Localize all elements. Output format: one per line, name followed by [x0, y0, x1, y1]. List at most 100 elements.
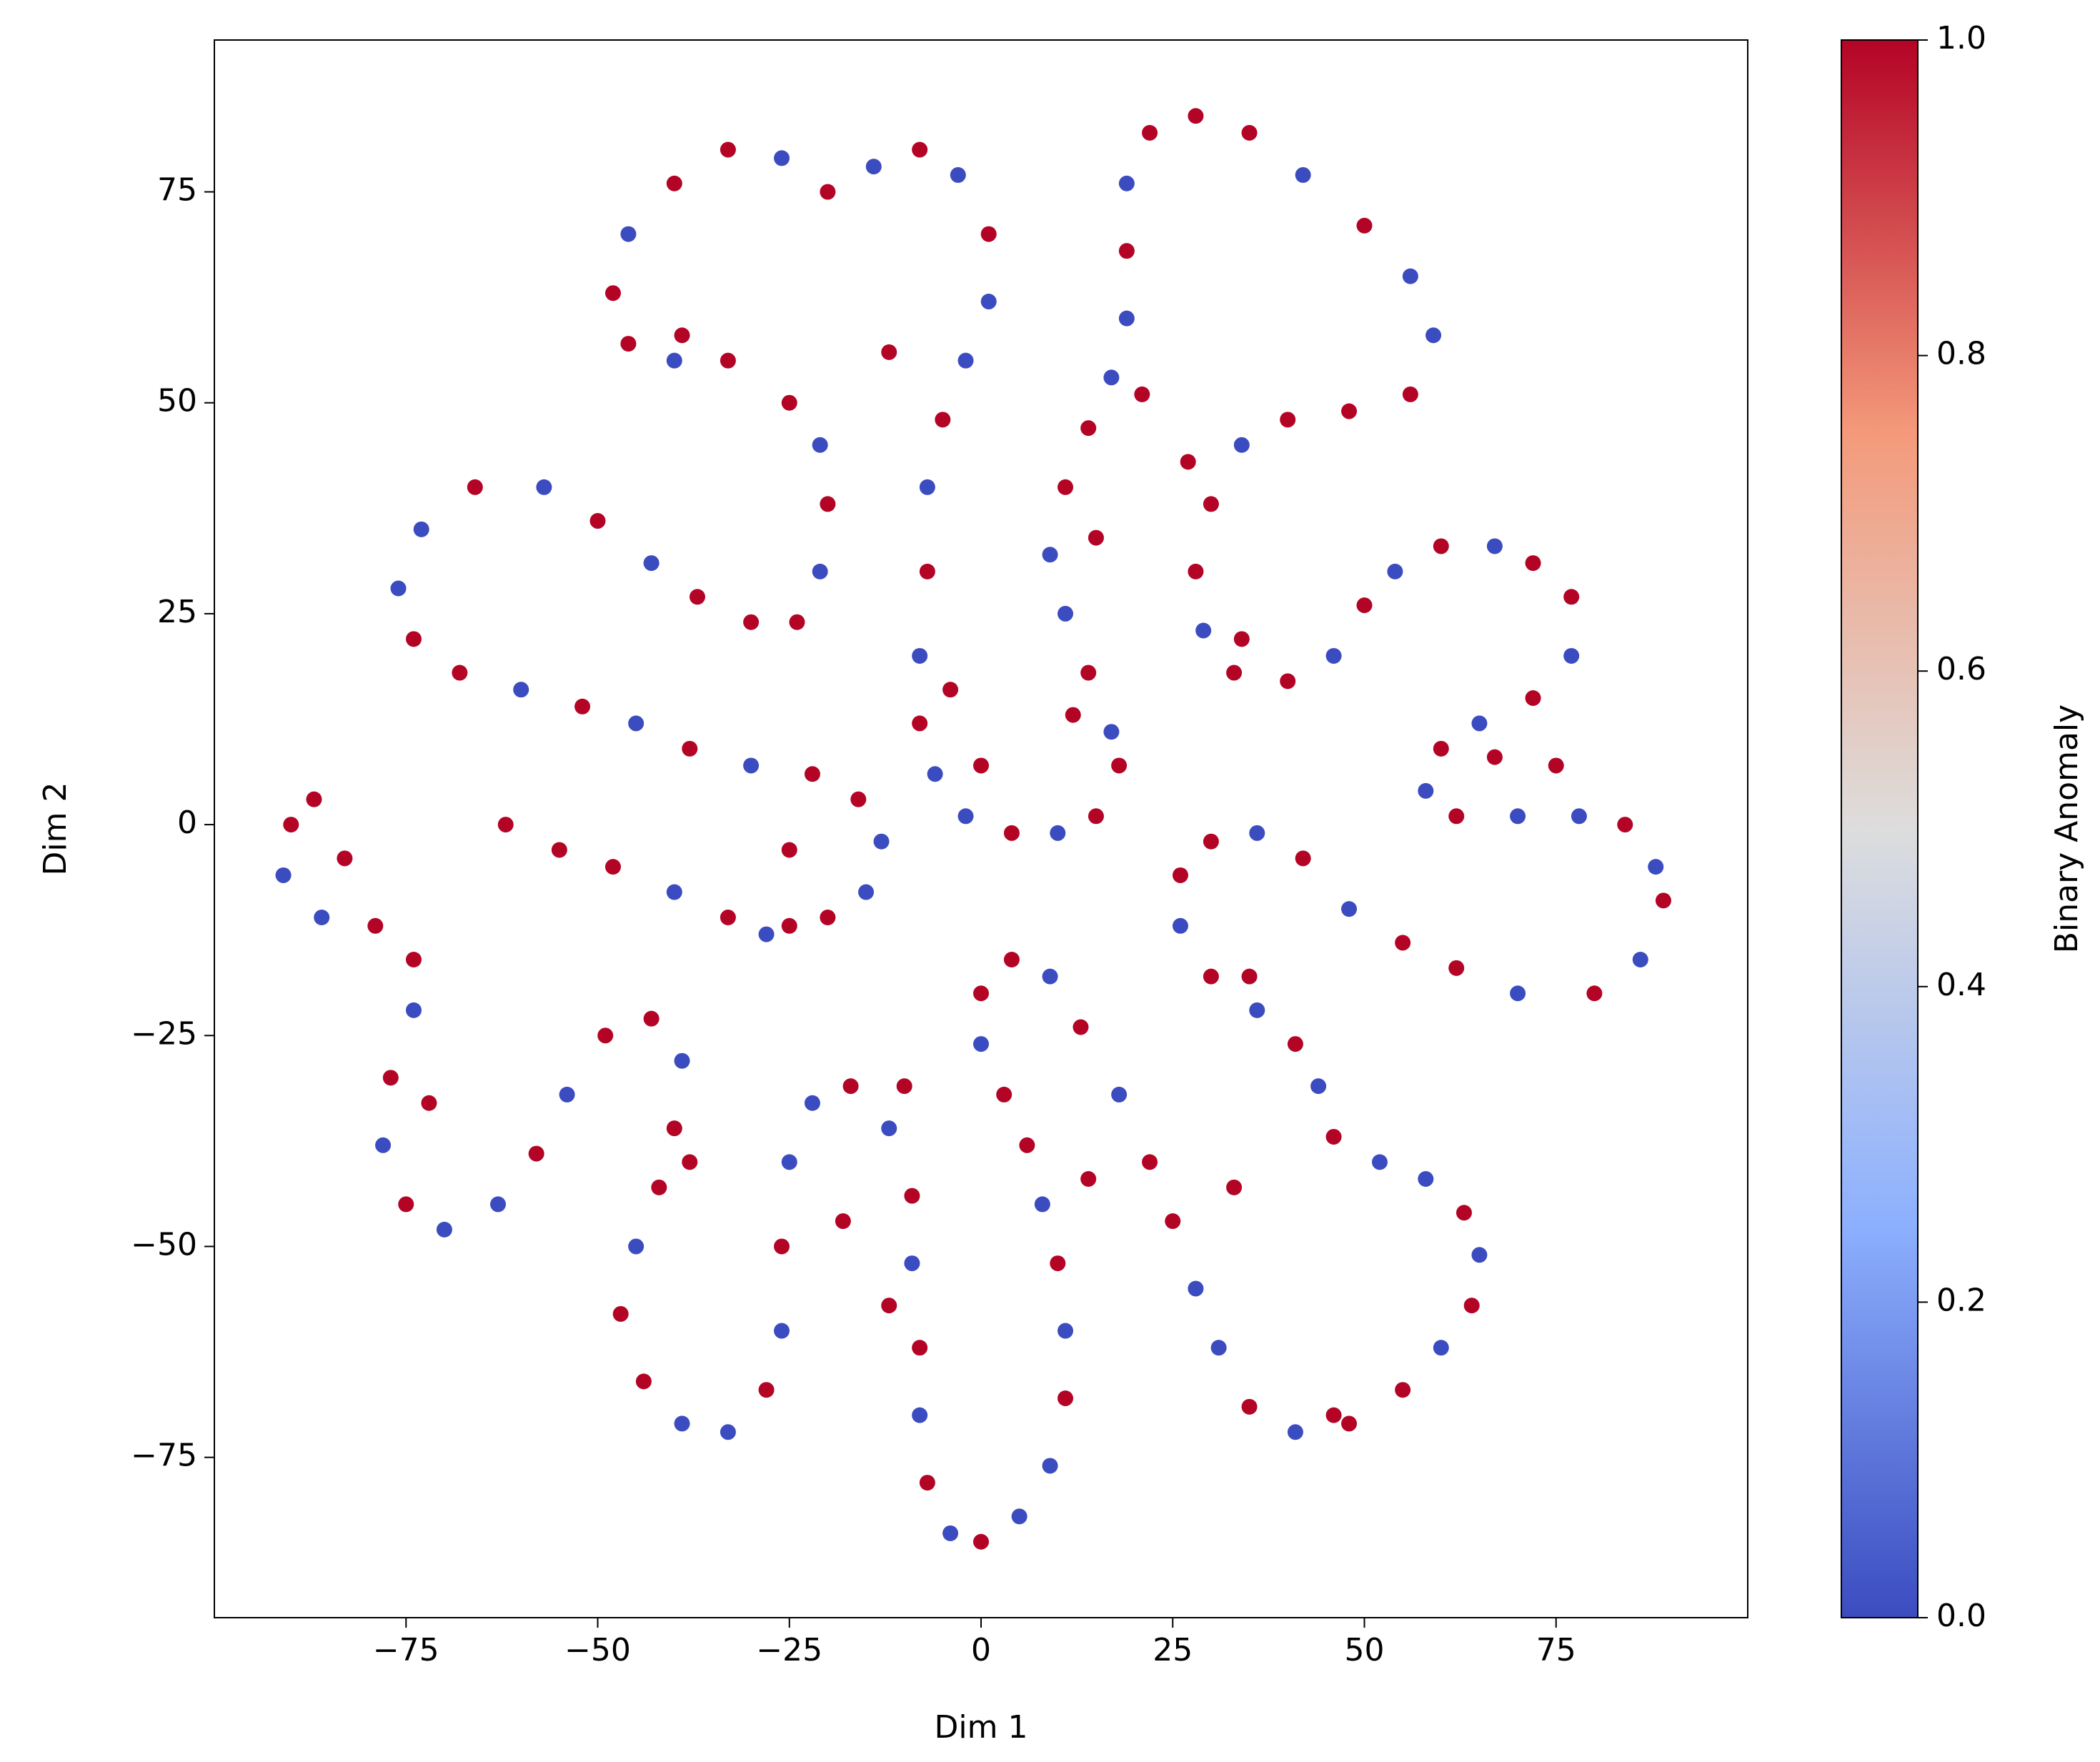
point: [912, 1340, 928, 1356]
point: [743, 757, 760, 774]
point: [1295, 166, 1311, 183]
point: [973, 985, 989, 1002]
point: [674, 327, 690, 344]
point: [820, 184, 836, 200]
point: [980, 226, 997, 242]
colorbar-tick-label: 0.2: [1936, 1282, 1986, 1318]
point: [1011, 1508, 1027, 1525]
point: [666, 1120, 682, 1137]
point: [337, 850, 353, 867]
point: [873, 833, 890, 850]
point: [1134, 386, 1150, 402]
point: [1280, 673, 1296, 690]
point: [1103, 369, 1120, 386]
point: [1118, 175, 1135, 191]
point: [1325, 1128, 1342, 1145]
point: [812, 437, 828, 453]
y-tick-label: 75: [157, 172, 197, 209]
point: [1617, 817, 1633, 833]
point: [597, 1027, 614, 1044]
point: [835, 1213, 851, 1230]
x-axis-label: Dim 1: [935, 1709, 1028, 1746]
point: [1080, 1171, 1097, 1188]
point: [1003, 825, 1020, 841]
point: [1395, 1382, 1411, 1398]
point: [1195, 622, 1212, 639]
point: [1395, 935, 1411, 951]
point: [1402, 268, 1418, 284]
point: [682, 740, 698, 757]
point: [1058, 605, 1074, 622]
point: [1172, 867, 1188, 883]
point: [275, 867, 292, 883]
point: [1341, 901, 1358, 917]
point: [812, 563, 828, 579]
point: [413, 521, 429, 537]
point: [689, 589, 705, 605]
point: [1241, 1398, 1258, 1415]
point: [881, 1120, 897, 1137]
point: [904, 1188, 920, 1204]
point: [1325, 647, 1342, 664]
point: [1058, 1390, 1074, 1407]
point: [1448, 960, 1465, 976]
y-tick-label: 25: [157, 594, 197, 630]
point: [1058, 479, 1074, 495]
point: [781, 394, 797, 411]
point: [1632, 952, 1648, 968]
point: [1295, 850, 1311, 867]
point: [674, 1052, 690, 1069]
point: [1034, 1196, 1050, 1213]
point: [1111, 757, 1128, 774]
point: [720, 1424, 736, 1440]
point: [1387, 563, 1403, 579]
point: [1287, 1036, 1303, 1052]
point: [604, 859, 621, 875]
point: [314, 909, 330, 925]
point: [643, 1010, 660, 1027]
point: [1050, 825, 1066, 841]
point: [1165, 1213, 1181, 1230]
point: [720, 141, 736, 158]
point: [1287, 1424, 1303, 1440]
point: [1341, 403, 1358, 419]
x-tick-label: −25: [756, 1632, 822, 1668]
point: [1188, 563, 1204, 579]
point: [1325, 1407, 1342, 1423]
point: [912, 715, 928, 732]
point: [405, 631, 422, 647]
point: [720, 352, 736, 369]
point: [1563, 589, 1580, 605]
point: [666, 884, 682, 900]
point: [589, 513, 606, 529]
point: [467, 479, 483, 495]
point: [1088, 808, 1104, 825]
point: [421, 1095, 437, 1111]
point: [957, 352, 974, 369]
point: [1042, 547, 1058, 563]
point: [1065, 707, 1081, 723]
point: [912, 647, 928, 664]
point: [1241, 124, 1258, 141]
y-tick-label: −75: [131, 1438, 197, 1474]
point: [973, 1533, 989, 1550]
point: [666, 175, 682, 191]
point: [1203, 496, 1219, 512]
point: [1080, 665, 1097, 681]
point: [919, 563, 935, 579]
point: [1210, 1340, 1227, 1356]
point: [881, 1298, 897, 1314]
point: [398, 1196, 414, 1213]
point: [980, 294, 997, 310]
point: [865, 159, 882, 175]
point: [1510, 985, 1526, 1002]
point: [1455, 1205, 1472, 1221]
point: [1118, 243, 1135, 259]
y-axis-label: Dim 2: [37, 782, 74, 876]
point: [996, 1086, 1012, 1103]
point: [367, 917, 384, 934]
y-tick-label: 50: [157, 383, 197, 419]
point: [1448, 808, 1465, 825]
point: [881, 344, 897, 360]
